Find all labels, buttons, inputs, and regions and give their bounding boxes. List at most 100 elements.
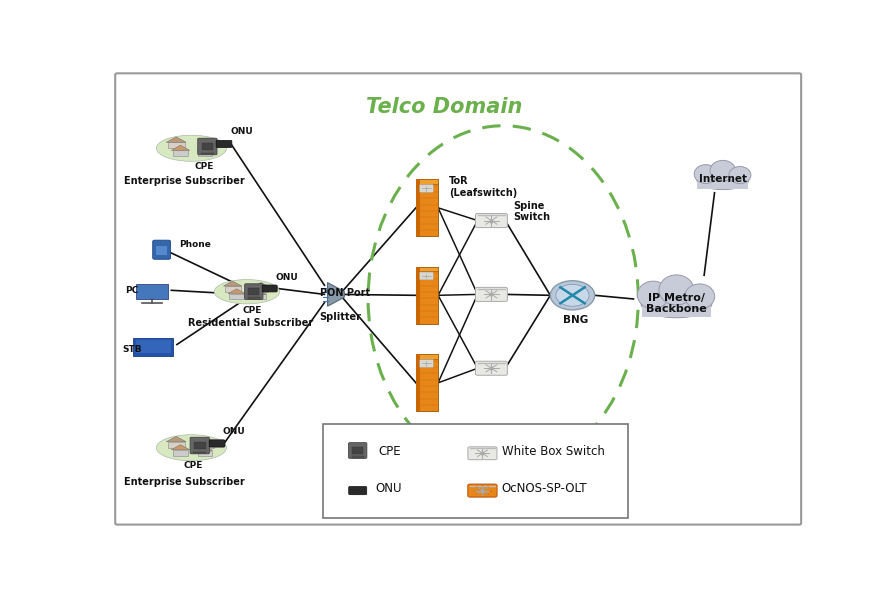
Ellipse shape [697, 171, 749, 189]
Polygon shape [252, 290, 266, 294]
FancyBboxPatch shape [156, 246, 167, 255]
Ellipse shape [156, 135, 226, 161]
FancyBboxPatch shape [416, 267, 438, 324]
FancyBboxPatch shape [416, 355, 438, 411]
Text: CPE: CPE [378, 445, 401, 458]
FancyBboxPatch shape [697, 173, 748, 189]
FancyBboxPatch shape [198, 451, 212, 456]
Text: CPE: CPE [242, 306, 262, 316]
FancyBboxPatch shape [349, 487, 367, 495]
Ellipse shape [694, 165, 717, 184]
Polygon shape [253, 282, 269, 287]
Circle shape [551, 281, 595, 310]
FancyBboxPatch shape [323, 424, 628, 518]
Text: Phone: Phone [179, 240, 211, 249]
Text: Residential Subscriber: Residential Subscriber [188, 318, 313, 328]
Text: IP Metro/
Backbone: IP Metro/ Backbone [646, 292, 707, 314]
FancyBboxPatch shape [193, 452, 207, 453]
FancyBboxPatch shape [198, 138, 217, 155]
FancyBboxPatch shape [476, 287, 508, 301]
Text: Internet: Internet [699, 174, 746, 184]
FancyBboxPatch shape [419, 272, 434, 280]
FancyBboxPatch shape [468, 484, 497, 497]
FancyBboxPatch shape [419, 359, 434, 367]
FancyBboxPatch shape [476, 214, 508, 227]
Text: Enterprise Subscriber: Enterprise Subscriber [124, 176, 245, 186]
FancyBboxPatch shape [468, 447, 497, 460]
Ellipse shape [637, 281, 669, 309]
FancyBboxPatch shape [168, 142, 185, 149]
FancyBboxPatch shape [199, 143, 214, 149]
Ellipse shape [710, 160, 736, 181]
Text: ONU: ONU [375, 482, 401, 496]
Text: OcNOS-SP-OLT: OcNOS-SP-OLT [502, 482, 587, 496]
Text: ONU: ONU [275, 273, 298, 282]
FancyBboxPatch shape [416, 179, 438, 184]
Text: Splitter: Splitter [319, 312, 361, 321]
FancyBboxPatch shape [190, 437, 209, 454]
Text: STB: STB [122, 345, 142, 353]
FancyBboxPatch shape [133, 337, 173, 356]
FancyBboxPatch shape [209, 440, 225, 447]
Text: ToR
(Leafswitch): ToR (Leafswitch) [449, 176, 518, 198]
Ellipse shape [685, 284, 714, 309]
Ellipse shape [729, 166, 751, 184]
FancyBboxPatch shape [216, 140, 232, 147]
Ellipse shape [215, 279, 280, 304]
Text: Telco Domain: Telco Domain [367, 96, 522, 117]
Text: White Box Switch: White Box Switch [502, 445, 604, 458]
Text: CPE: CPE [194, 162, 214, 171]
Polygon shape [197, 446, 213, 451]
Polygon shape [228, 289, 245, 294]
FancyBboxPatch shape [262, 285, 277, 292]
Ellipse shape [641, 290, 712, 318]
Text: BNG: BNG [563, 315, 588, 325]
Polygon shape [166, 137, 186, 142]
FancyBboxPatch shape [194, 442, 206, 449]
FancyBboxPatch shape [416, 355, 438, 359]
FancyBboxPatch shape [245, 284, 263, 300]
Ellipse shape [659, 275, 694, 305]
FancyBboxPatch shape [351, 456, 364, 458]
FancyBboxPatch shape [419, 185, 434, 192]
Polygon shape [198, 437, 215, 443]
Text: PON Port: PON Port [320, 288, 370, 298]
Polygon shape [166, 436, 186, 442]
FancyBboxPatch shape [198, 151, 212, 156]
FancyBboxPatch shape [468, 484, 497, 497]
FancyBboxPatch shape [416, 267, 420, 324]
FancyBboxPatch shape [153, 240, 171, 259]
FancyBboxPatch shape [136, 340, 171, 353]
FancyBboxPatch shape [199, 443, 214, 448]
FancyBboxPatch shape [136, 284, 168, 299]
Ellipse shape [156, 435, 226, 461]
FancyBboxPatch shape [229, 294, 244, 299]
FancyBboxPatch shape [416, 179, 420, 236]
FancyBboxPatch shape [201, 153, 214, 154]
FancyBboxPatch shape [173, 450, 189, 455]
FancyBboxPatch shape [349, 443, 367, 458]
FancyBboxPatch shape [173, 150, 189, 156]
FancyBboxPatch shape [352, 447, 363, 454]
FancyBboxPatch shape [476, 361, 508, 375]
FancyBboxPatch shape [115, 73, 801, 525]
FancyBboxPatch shape [168, 442, 185, 448]
Polygon shape [197, 147, 213, 151]
Text: Enterprise Subscriber: Enterprise Subscriber [124, 477, 245, 487]
Polygon shape [172, 145, 190, 150]
FancyBboxPatch shape [253, 294, 266, 299]
Polygon shape [172, 445, 190, 450]
Polygon shape [224, 281, 242, 286]
FancyBboxPatch shape [642, 294, 712, 317]
Text: CPE: CPE [183, 461, 203, 470]
FancyBboxPatch shape [416, 355, 420, 411]
FancyBboxPatch shape [416, 179, 438, 236]
Text: ONU: ONU [223, 427, 245, 436]
FancyBboxPatch shape [416, 267, 438, 271]
FancyBboxPatch shape [248, 297, 260, 299]
FancyBboxPatch shape [254, 287, 268, 292]
FancyBboxPatch shape [249, 288, 259, 295]
Text: ONU: ONU [231, 127, 254, 136]
Polygon shape [327, 282, 344, 306]
Circle shape [556, 284, 589, 306]
